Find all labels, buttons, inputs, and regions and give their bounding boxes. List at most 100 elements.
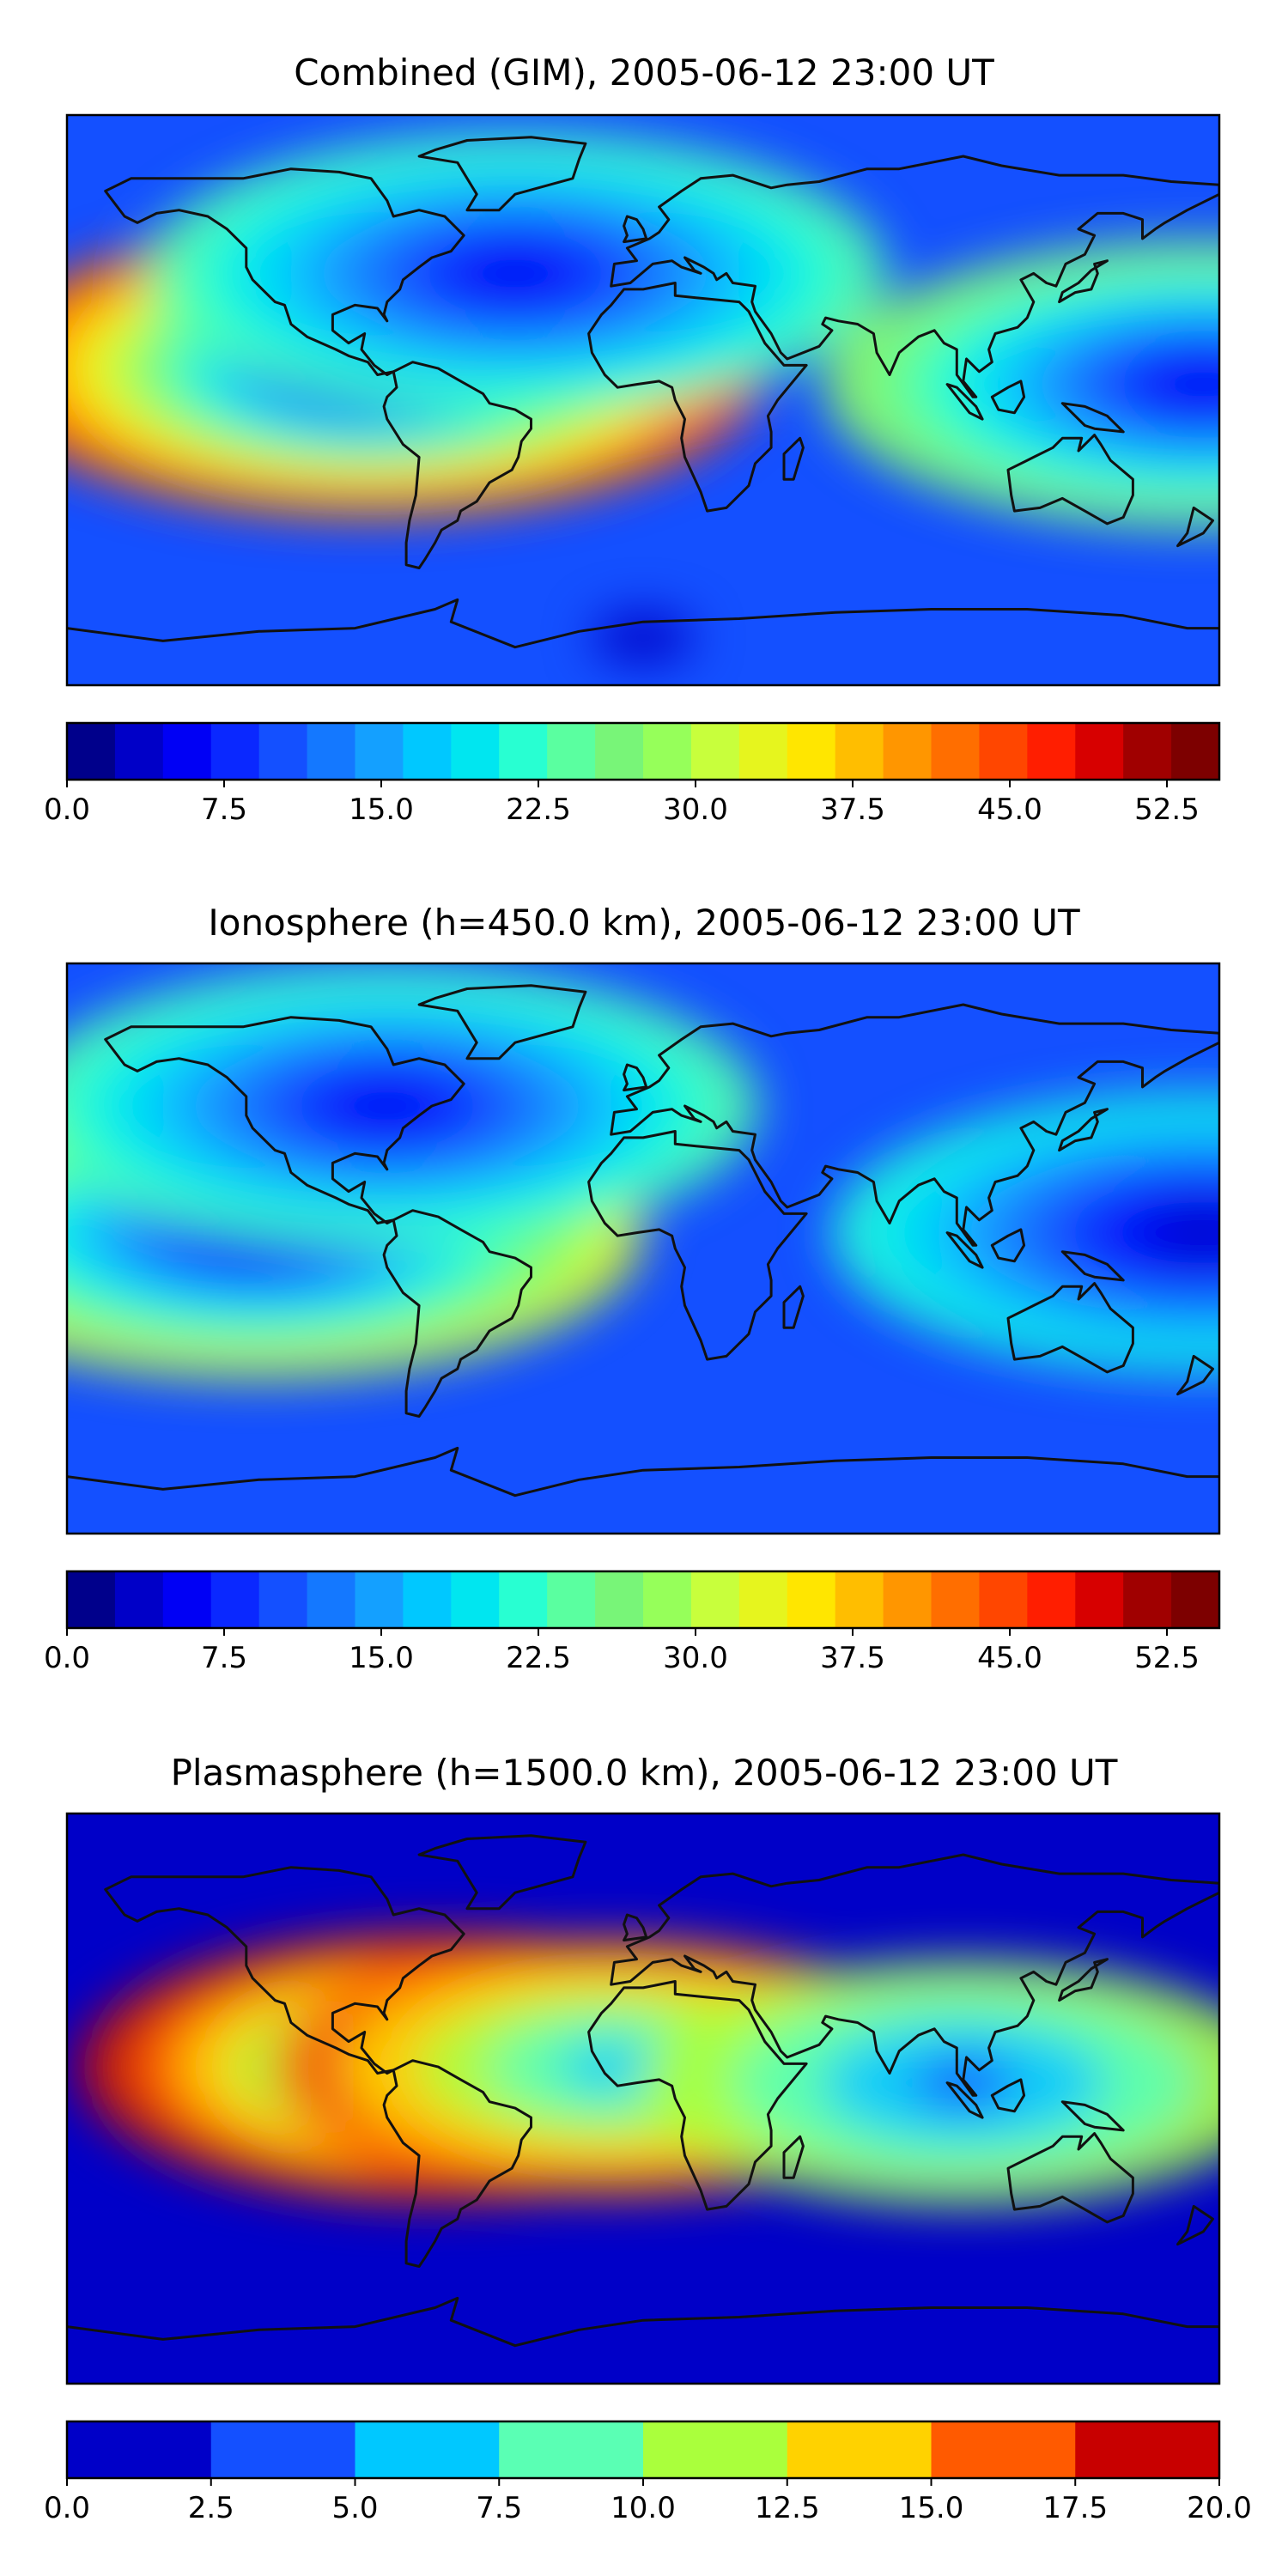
colorbar-bin-23 — [1171, 1571, 1220, 1628]
coastline-borneo — [990, 2078, 1026, 2113]
coastline-uk — [623, 1913, 648, 1942]
colorbar-bin-5 — [307, 1571, 356, 1628]
colorbar-bin-6 — [355, 723, 404, 780]
coastline-europe-asia — [610, 1003, 1219, 1247]
colorbar-tick-label-1: 7.5 — [201, 1641, 247, 1675]
colorbar-bin-0 — [67, 1571, 116, 1628]
plasmasphere-title: Plasmasphere (h=1500.0 km), 2005-06-12 2… — [170, 1752, 1118, 1794]
coastline-japan — [1058, 259, 1109, 304]
colorbar-tick-label-7: 52.5 — [1134, 793, 1200, 827]
colorbar-bin-2 — [162, 723, 212, 780]
colorbar-bin-1 — [210, 2421, 356, 2478]
coastline-europe-asia — [610, 1853, 1219, 2097]
colorbar-bin-14 — [738, 1571, 788, 1628]
coastline-north-america — [104, 167, 465, 376]
colorbar-tick-label-6: 15.0 — [899, 2491, 964, 2525]
colorbar-tick-label-5: 37.5 — [820, 1641, 885, 1675]
colorbar-bin-22 — [1123, 723, 1172, 780]
coastline-borneo — [990, 1228, 1026, 1263]
colorbar-tick-label-2: 5.0 — [331, 2491, 378, 2525]
colorbar-tick-label-0: 0.0 — [44, 793, 90, 827]
coastline-madagascar — [782, 436, 805, 481]
map-frame — [65, 113, 1221, 687]
coastline-madagascar — [782, 2135, 805, 2179]
colorbar-bin-19 — [979, 1571, 1028, 1628]
plasmasphere-map: 0.0 2.5 5.0 7.5 10.0 12.5 15.0 17.5 20.0 — [44, 1812, 1252, 2525]
coastline-new-guinea — [1060, 2100, 1125, 2132]
colorbar-bin-5 — [307, 723, 356, 780]
colorbar-tick-label-1: 2.5 — [188, 2491, 234, 2525]
colorbar-bin-3 — [499, 2421, 644, 2478]
colorbar-bin-10 — [547, 1571, 596, 1628]
colorbar-tick-label-3: 22.5 — [506, 793, 571, 827]
colorbar-bin-9 — [499, 1571, 548, 1628]
colorbar-tick-label-6: 45.0 — [977, 1641, 1042, 1675]
coastline-new-zealand — [1176, 2204, 1214, 2246]
colorbar-bin-2 — [162, 1571, 212, 1628]
colorbar-bin-17 — [883, 1571, 933, 1628]
colorbar-bin-21 — [1075, 1571, 1124, 1628]
colorbar-bin-5 — [787, 2421, 933, 2478]
colorbar-tick-label-3: 22.5 — [506, 1641, 571, 1675]
coastline-north-america — [104, 1866, 465, 2075]
coastline-antarctica — [67, 2296, 1219, 2348]
colorbar-bin-18 — [931, 1571, 981, 1628]
colorbar-bin-22 — [1123, 1571, 1172, 1628]
colorbar-bin-14 — [738, 723, 788, 780]
coastline-africa — [587, 282, 808, 513]
colorbar-bin-11 — [595, 1571, 644, 1628]
ionosphere-map: 0.0 7.5 15.0 22.5 30.0 37.5 45.0 52.5 — [44, 962, 1221, 1675]
colorbar-bin-3 — [210, 723, 260, 780]
colorbar-bin-1 — [114, 1571, 164, 1628]
colorbar-tick-label-6: 45.0 — [977, 793, 1042, 827]
colorbar-bin-7 — [403, 1571, 452, 1628]
map-frame — [65, 1812, 1221, 2385]
colorbar-tick-label-4: 30.0 — [663, 1641, 728, 1675]
coastline-new-zealand — [1176, 506, 1214, 548]
coastline-borneo — [990, 380, 1026, 415]
coastline-africa — [587, 1130, 808, 1361]
colorbar-bin-4 — [258, 1571, 308, 1628]
field-contour-2-8 — [1151, 1206, 1219, 1259]
ionosphere-title: Ionosphere (h=450.0 km), 2005-06-12 23:0… — [208, 902, 1080, 944]
colorbar-bin-11 — [595, 723, 644, 780]
colorbar-bin-8 — [451, 723, 500, 780]
colorbar-bin-20 — [1027, 723, 1076, 780]
field-contour-1-4 — [559, 2041, 663, 2093]
coastline-north-america — [104, 1016, 465, 1224]
coastline-south-america — [382, 2059, 532, 2268]
coastline-antarctica — [67, 598, 1219, 649]
coastline-greenland — [417, 984, 587, 1060]
colorbar-bin-20 — [1027, 1571, 1076, 1628]
field-contour-2-8 — [463, 247, 567, 300]
colorbar-bin-19 — [979, 723, 1028, 780]
colorbar-bin-0 — [67, 2421, 212, 2478]
colorbar-bin-15 — [787, 1571, 836, 1628]
ionosphere-panel: Ionosphere (h=450.0 km), 2005-06-12 23:0… — [0, 902, 1288, 1717]
colorbar-bin-12 — [643, 723, 692, 780]
coastline-sumatra — [945, 1231, 984, 1269]
colorbar-bin-3 — [210, 1571, 260, 1628]
colorbar-tick-label-2: 15.0 — [349, 793, 414, 827]
coastline-uk — [623, 1063, 648, 1092]
coastline-south-america — [382, 361, 532, 569]
colorbar-bin-8 — [451, 1571, 500, 1628]
coastline-uk — [623, 215, 648, 244]
colorbar-tick-label-0: 0.0 — [44, 2491, 90, 2525]
coastline-new-zealand — [1176, 1354, 1214, 1396]
combined-gim-panel: Combined (GIM), 2005-06-12 23:00 UT 0.0 7… — [0, 52, 1288, 867]
coastline-japan — [1058, 1108, 1109, 1152]
colorbar-bin-16 — [835, 1571, 884, 1628]
colorbar-bin-12 — [643, 1571, 692, 1628]
coastline-south-america — [382, 1209, 532, 1418]
coastline-new-guinea — [1060, 402, 1125, 434]
colorbar-tick-label-3: 7.5 — [476, 2491, 522, 2525]
colorbar-tick-label-7: 17.5 — [1042, 2491, 1108, 2525]
colorbar-tick-label-4: 10.0 — [611, 2491, 676, 2525]
coastline-madagascar — [782, 1285, 805, 1329]
combined-gim-map: 0.0 7.5 15.0 22.5 30.0 37.5 45.0 52.5 — [44, 113, 1221, 827]
colorbar-bin-17 — [883, 723, 933, 780]
combined-gim-title: Combined (GIM), 2005-06-12 23:00 UT — [294, 52, 994, 94]
colorbar-bin-2 — [355, 2421, 500, 2478]
colorbar-bin-13 — [690, 723, 740, 780]
